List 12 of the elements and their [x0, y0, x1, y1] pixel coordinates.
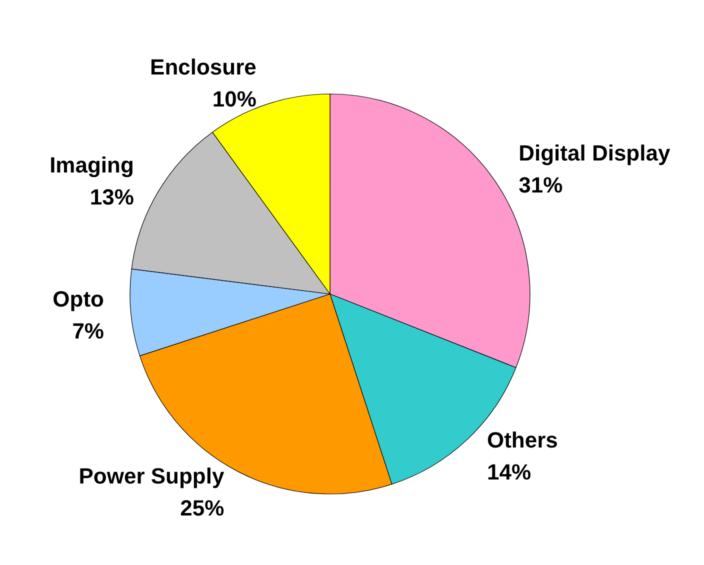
slice-label: Digital Display: [518, 140, 671, 166]
data-label: 7%: [72, 318, 104, 344]
data-label: 14%: [486, 459, 532, 484]
data-label: 25%: [180, 495, 224, 520]
slice-label: Imaging: [50, 152, 134, 178]
slice-label: Enclosure: [150, 54, 256, 80]
data-label: 13%: [90, 184, 134, 210]
data-label: 10%: [212, 86, 256, 112]
slice-label: Others: [486, 427, 558, 452]
slice-label: Power Supply: [78, 463, 225, 488]
slice-label: Opto: [52, 286, 104, 312]
data-label: 31%: [518, 172, 563, 198]
